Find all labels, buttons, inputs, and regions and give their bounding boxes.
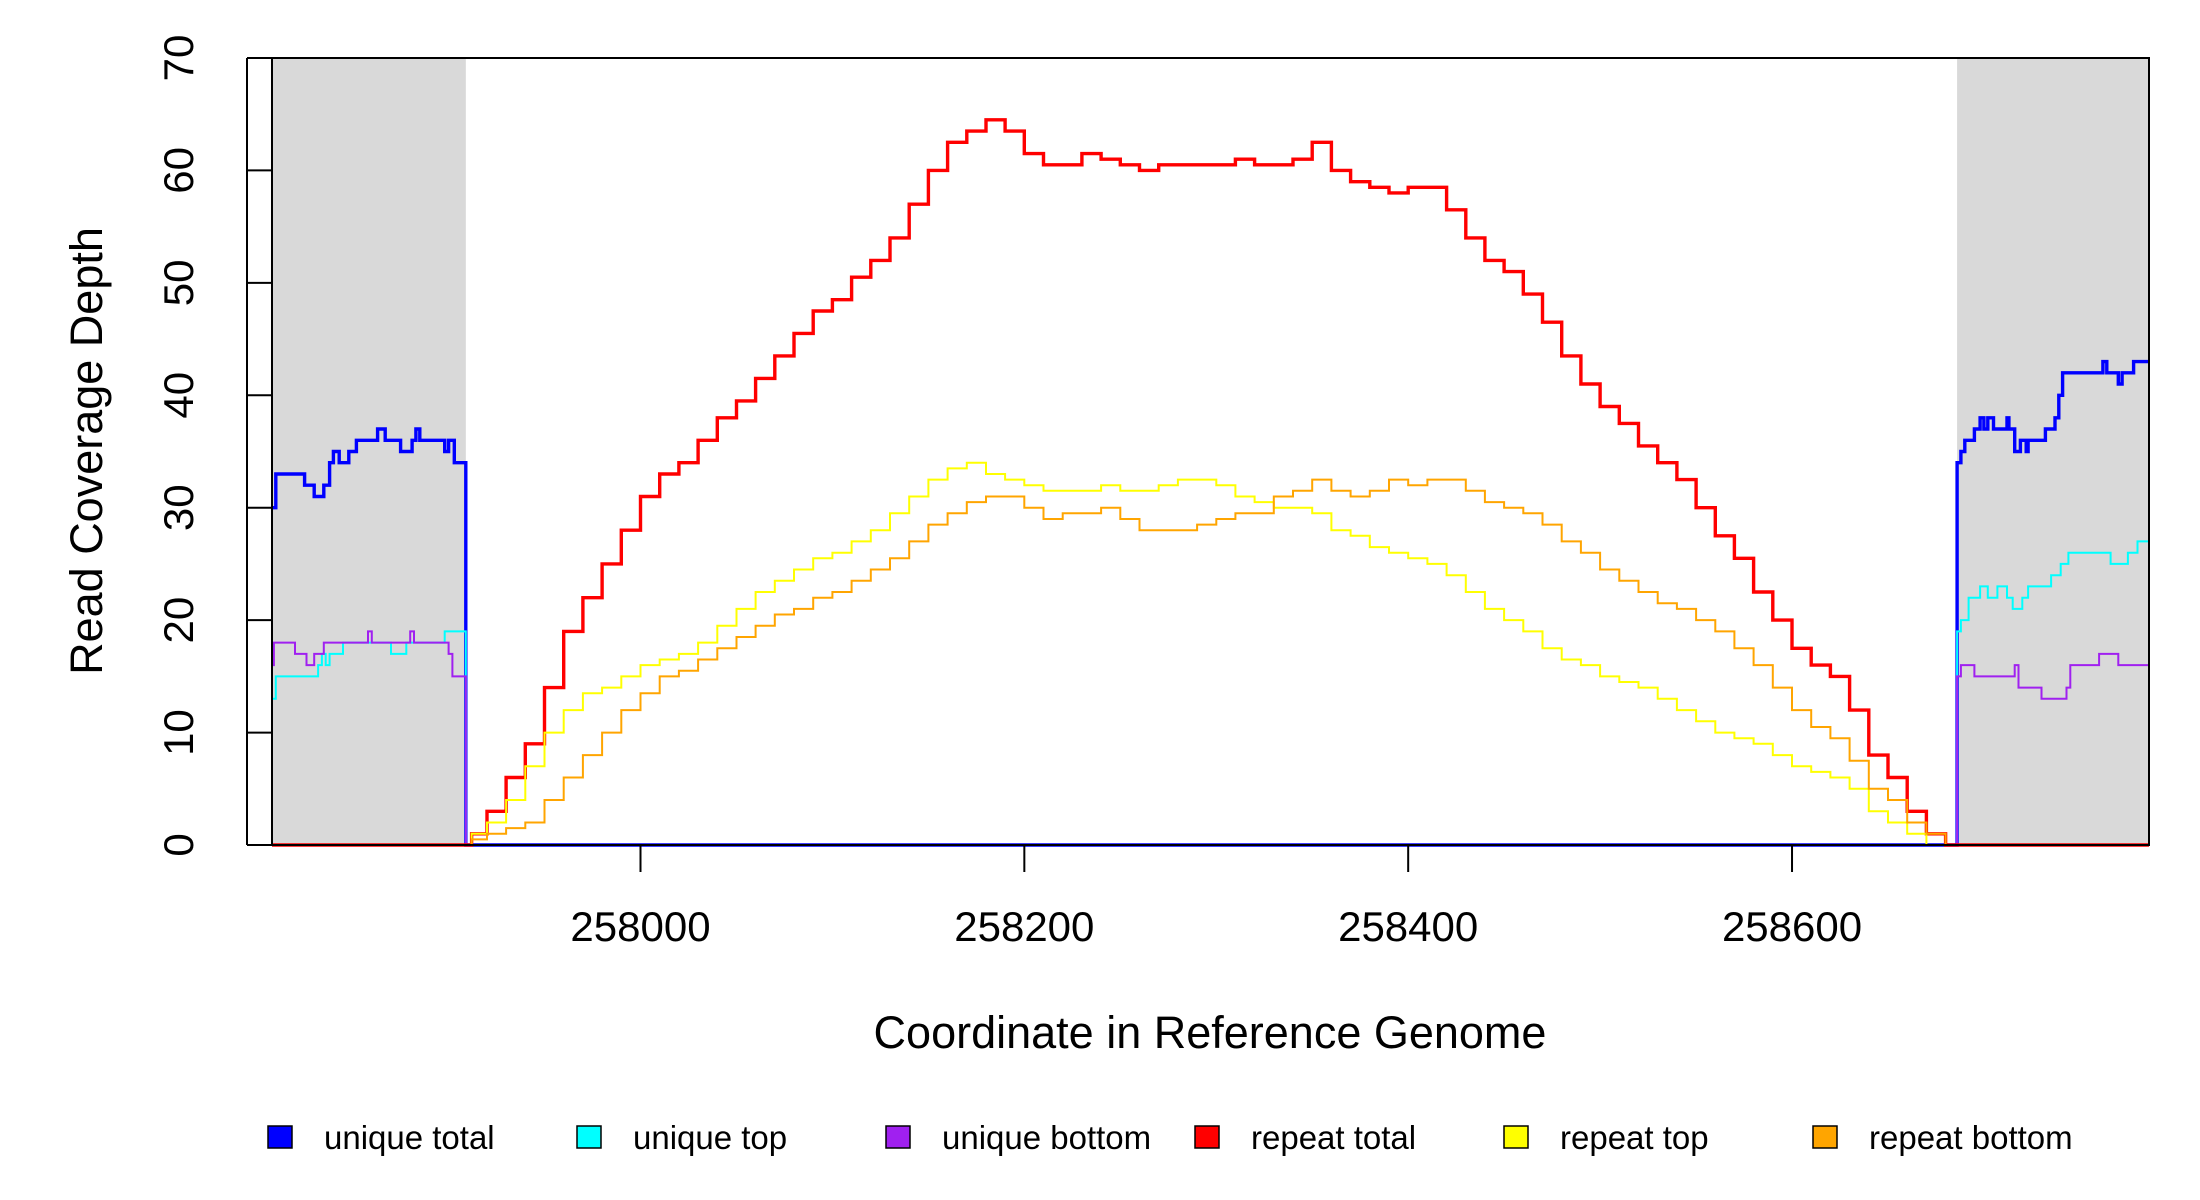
legend-item-unique-total: unique total — [267, 1119, 495, 1156]
legend-label: repeat bottom — [1869, 1119, 2073, 1156]
y-tick-label: 60 — [155, 147, 202, 194]
legend-swatch — [1812, 1125, 1838, 1149]
legend-label: unique total — [324, 1119, 495, 1156]
legend-label: repeat total — [1251, 1119, 1416, 1156]
series-line-repeat-top — [272, 461, 2149, 846]
legend-label: repeat top — [1560, 1119, 1709, 1156]
y-axis-title: Read Coverage Depth — [61, 227, 112, 675]
y-tick-label: 40 — [155, 372, 202, 419]
plot-frame — [271, 57, 2150, 846]
legend-swatch — [1194, 1125, 1220, 1149]
series-line-unique-total — [272, 359, 2149, 847]
x-tick-label: 258400 — [1338, 903, 1478, 950]
y-tick-label: 10 — [155, 709, 202, 756]
y-tick-label: 30 — [155, 484, 202, 531]
legend-item-repeat-top: repeat top — [1503, 1119, 1709, 1156]
x-tick-label: 258000 — [570, 903, 710, 950]
legend-item-repeat-total: repeat total — [1194, 1119, 1416, 1156]
legend-label: unique bottom — [942, 1119, 1151, 1156]
x-tick-label: 258600 — [1722, 903, 1862, 950]
y-tick-label: 50 — [155, 259, 202, 306]
shaded-region-1 — [1957, 58, 2149, 845]
legend-swatch — [576, 1125, 602, 1149]
x-tick-label: 258200 — [954, 903, 1094, 950]
shaded-region-0 — [272, 58, 466, 845]
y-tick-label: 70 — [155, 35, 202, 82]
legend-label: unique top — [633, 1119, 787, 1156]
series-line-repeat-total — [272, 118, 2149, 847]
x-axis-title: Coordinate in Reference Genome — [874, 1007, 1547, 1058]
y-tick-label: 0 — [155, 833, 202, 856]
series-line-unique-top — [272, 540, 2149, 846]
legend-swatch — [1503, 1125, 1529, 1149]
legend-item-unique-bottom: unique bottom — [885, 1119, 1151, 1156]
legend-item-unique-top: unique top — [576, 1119, 787, 1156]
series-line-unique-bottom — [272, 630, 2149, 846]
legend: unique total unique top unique bottom repea… — [267, 1119, 2073, 1156]
legend-swatch — [267, 1125, 293, 1149]
y-axis: 0 10 20 30 40 50 60 70 — [155, 35, 272, 857]
x-axis: 258000 258200 258400 258600 — [570, 845, 1862, 950]
shaded-regions — [272, 58, 2149, 845]
legend-swatch — [885, 1125, 911, 1149]
y-tick-label: 20 — [155, 597, 202, 644]
series-lines — [272, 118, 2149, 847]
series-line-repeat-bottom — [272, 478, 2149, 846]
legend-item-repeat-bottom: repeat bottom — [1812, 1119, 2073, 1156]
